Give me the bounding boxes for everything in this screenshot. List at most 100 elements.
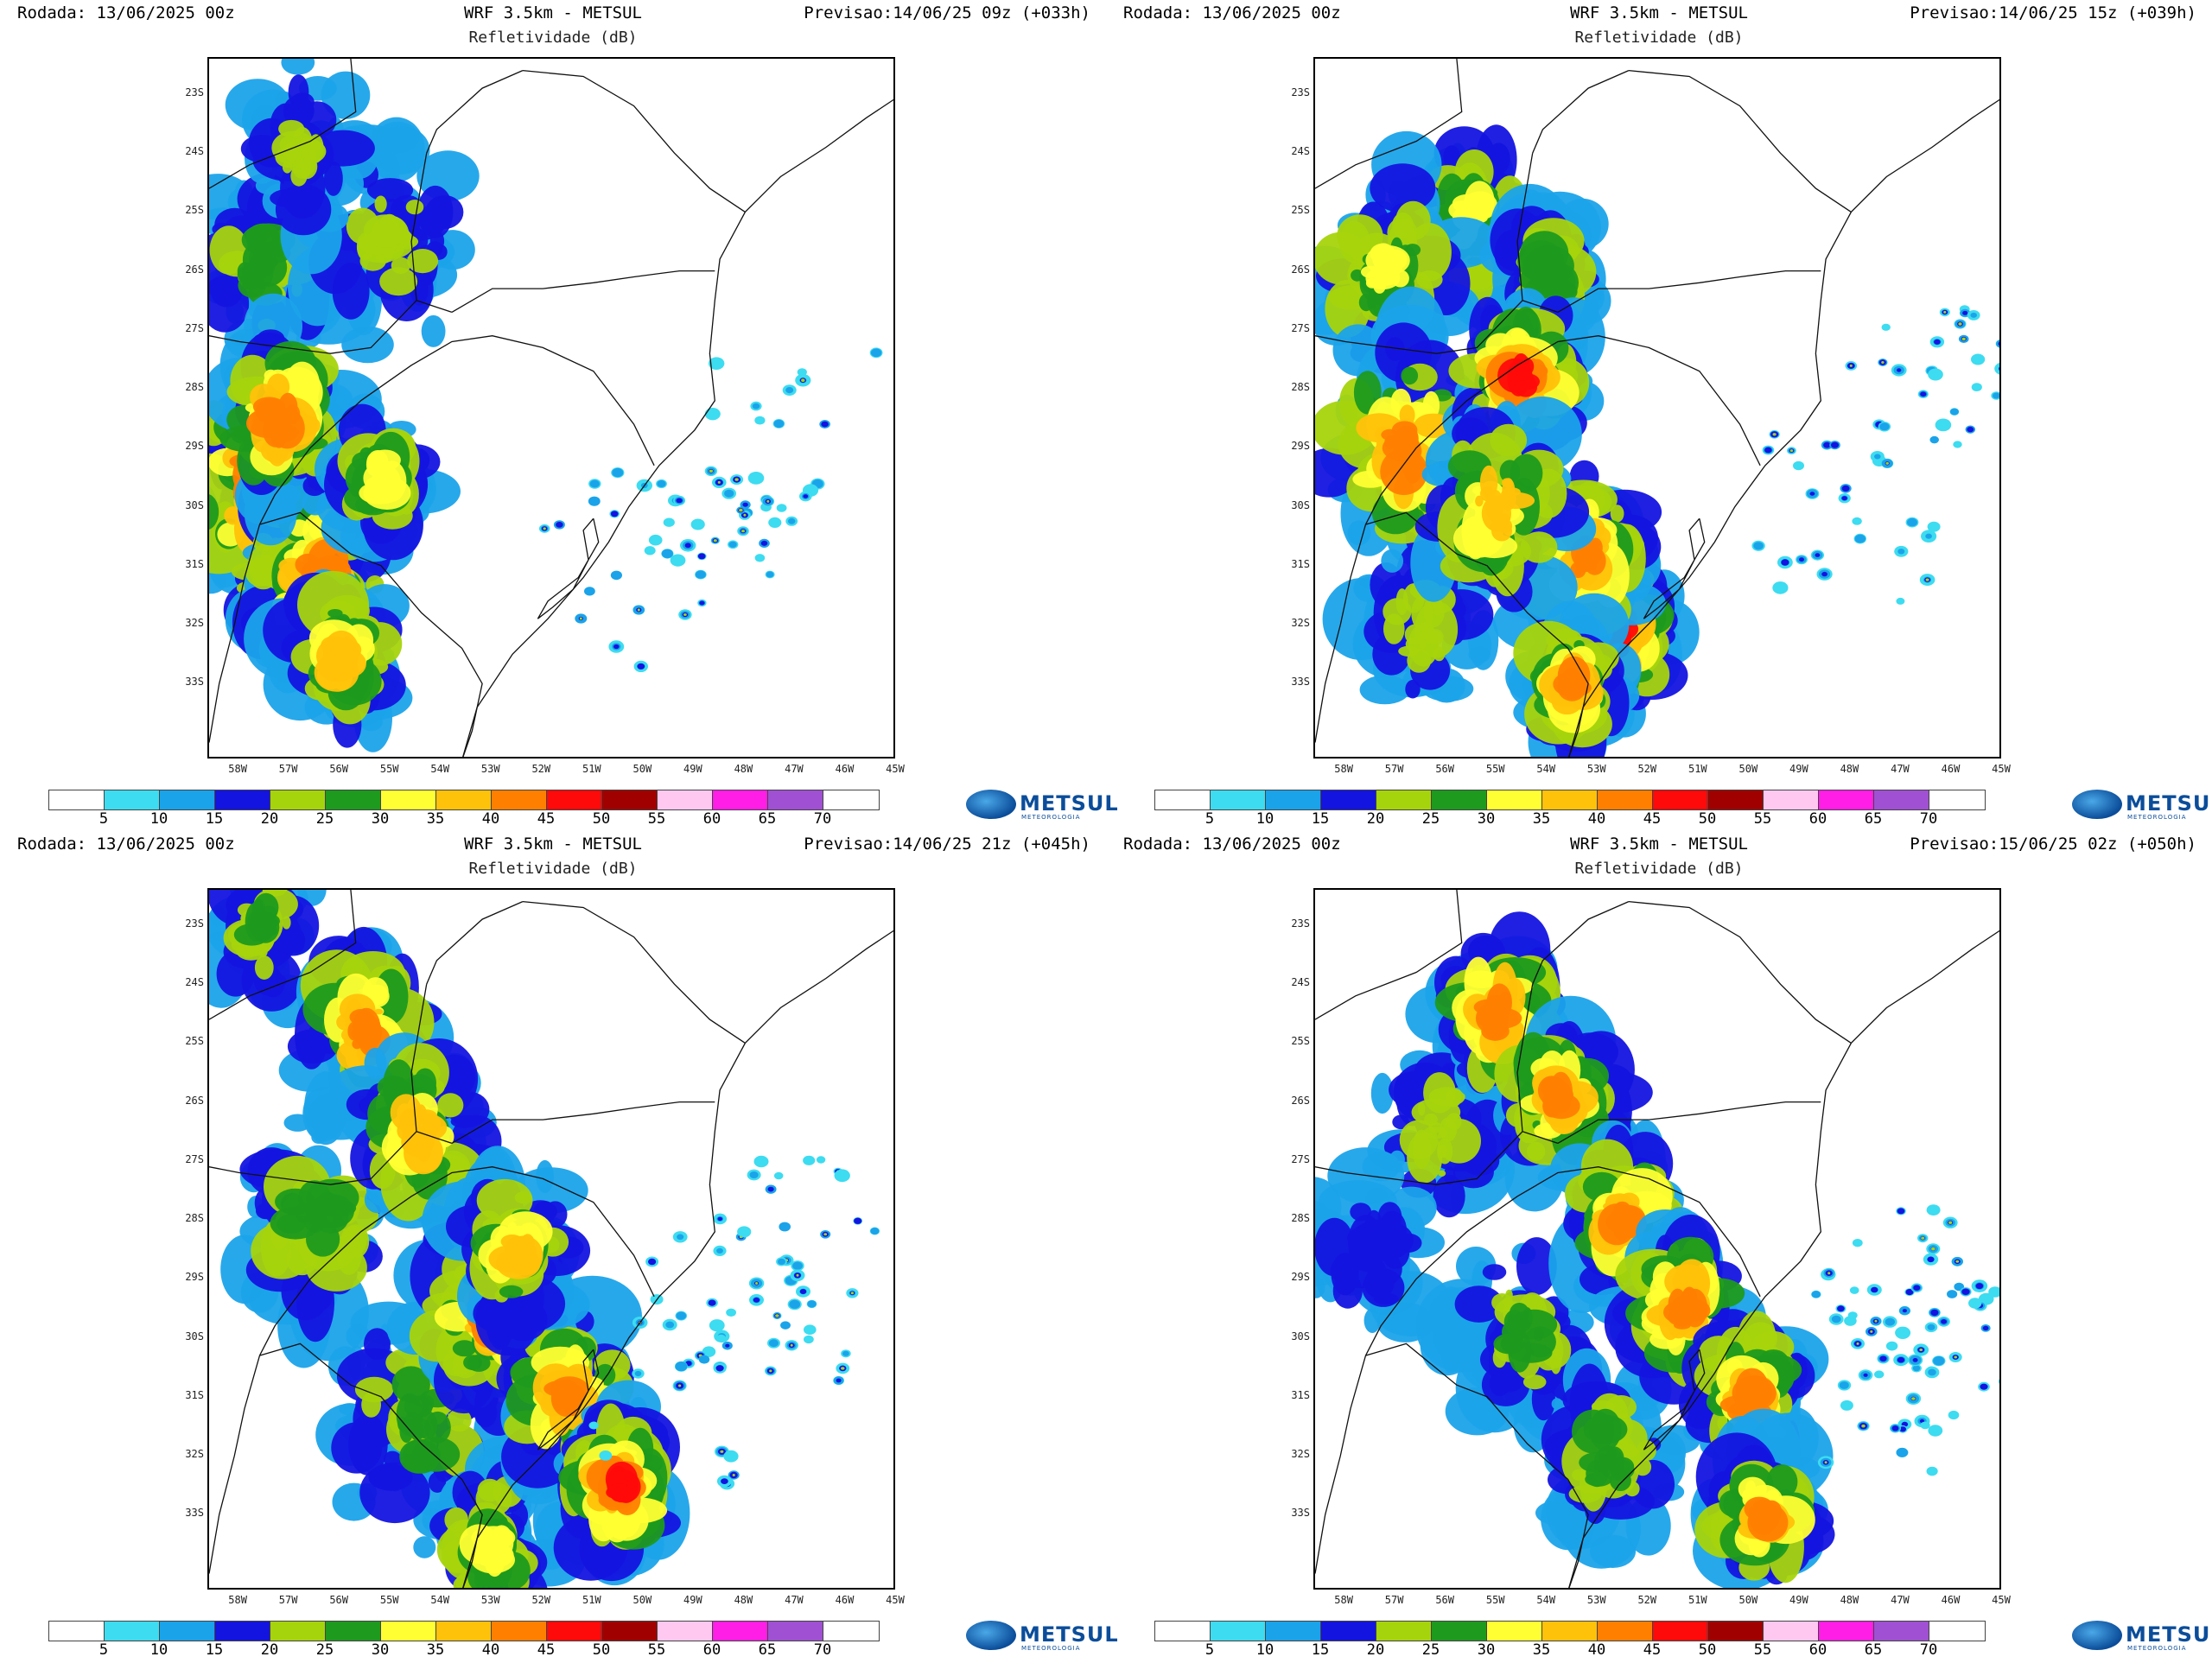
echo-cell bbox=[821, 421, 829, 428]
border-line bbox=[1643, 517, 1706, 619]
lat-tick-label: 25S bbox=[185, 204, 204, 217]
echo-cell bbox=[789, 1299, 801, 1309]
echo-cell bbox=[1383, 613, 1405, 644]
echo-cell bbox=[717, 1216, 723, 1222]
map-area bbox=[1313, 57, 2001, 759]
echo-cell bbox=[870, 1228, 880, 1235]
echo-cell bbox=[1772, 433, 1777, 436]
border-line bbox=[209, 890, 357, 1020]
colorbar-swatch bbox=[1487, 790, 1542, 809]
lon-tick-label: 45W bbox=[1992, 763, 2011, 775]
lat-tick-label: 29S bbox=[185, 1271, 204, 1284]
echo-cell bbox=[637, 608, 640, 612]
echo-cell bbox=[1479, 465, 1498, 499]
echo-cell bbox=[610, 511, 619, 517]
colorbar-label: 20 bbox=[1366, 810, 1385, 828]
echo-cell bbox=[1502, 478, 1516, 503]
echo-cell bbox=[644, 546, 656, 555]
echo-cell bbox=[1402, 433, 1419, 455]
border-line bbox=[1364, 335, 1761, 525]
colorbar-label: 70 bbox=[813, 810, 832, 828]
echo-cell bbox=[1482, 995, 1509, 1041]
echo-cell bbox=[1789, 449, 1794, 453]
echo-cell bbox=[1971, 383, 1982, 391]
echo-cell bbox=[801, 378, 805, 383]
echo-cell bbox=[1401, 454, 1424, 477]
echo-cell bbox=[743, 513, 747, 517]
echo-cell bbox=[1849, 364, 1853, 367]
colorbar-swatch bbox=[49, 1622, 105, 1641]
echo-cell bbox=[690, 518, 705, 530]
lon-tick-label: 50W bbox=[632, 763, 652, 775]
echo-cell bbox=[556, 522, 563, 528]
echo-cell bbox=[1927, 521, 1941, 532]
lon-tick-label: 56W bbox=[1435, 763, 1455, 775]
echo-cell bbox=[695, 570, 706, 579]
echo-cell bbox=[1535, 1500, 1586, 1527]
run-label: Rodada: 13/06/2025 00z bbox=[1123, 3, 1341, 22]
colorbar-label: 70 bbox=[1919, 810, 1938, 828]
lat-tick-label: 27S bbox=[1291, 321, 1310, 334]
echo-cell bbox=[1548, 1071, 1573, 1113]
echo-cell bbox=[308, 134, 324, 163]
echo-cell bbox=[349, 1009, 372, 1025]
lon-tick-label: 53W bbox=[480, 763, 500, 775]
colorbar-swatch bbox=[1266, 790, 1321, 809]
echo-cell bbox=[769, 1369, 772, 1373]
echo-cell bbox=[579, 617, 582, 620]
colorbar-swatch bbox=[326, 1622, 381, 1641]
echo-cell bbox=[1359, 675, 1410, 705]
reflectivity-map bbox=[209, 59, 893, 757]
colorbar-swatch bbox=[713, 1622, 768, 1641]
echo-cell bbox=[375, 121, 420, 154]
echo-cell bbox=[489, 1546, 494, 1553]
echo-cell bbox=[1925, 533, 1932, 539]
echo-cell bbox=[1885, 461, 1889, 465]
echo-cell bbox=[1610, 505, 1624, 523]
echo-cell bbox=[709, 1319, 725, 1332]
echo-cell bbox=[417, 185, 454, 238]
echo-cell bbox=[1799, 557, 1804, 562]
echo-cell bbox=[657, 480, 666, 487]
echo-cell bbox=[1330, 1252, 1387, 1289]
border-line bbox=[259, 511, 483, 757]
colorbar-label: 50 bbox=[592, 810, 611, 828]
colorbar-swatch bbox=[602, 790, 658, 809]
echo-cell bbox=[823, 1233, 828, 1236]
echo-cell bbox=[359, 712, 383, 732]
echo-cell bbox=[1433, 646, 1446, 662]
echo-cell bbox=[1365, 244, 1410, 276]
lon-tick-label: 46W bbox=[1941, 763, 1961, 775]
echo-cell bbox=[1315, 1277, 1325, 1298]
colorbar-label: 30 bbox=[1477, 810, 1496, 828]
echo-cell bbox=[1609, 1469, 1631, 1491]
echo-cell bbox=[341, 326, 394, 364]
echo-cell bbox=[637, 663, 645, 670]
echo-cell bbox=[675, 1362, 688, 1372]
echo-cell bbox=[741, 530, 745, 533]
echo-cell bbox=[1454, 1285, 1503, 1323]
echo-cell bbox=[372, 458, 391, 488]
echo-cell bbox=[1548, 275, 1565, 289]
colorbar-label: 60 bbox=[1808, 810, 1827, 828]
variable-subtitle: Refletividade (dB) bbox=[1574, 29, 1744, 47]
lat-tick-label: 30S bbox=[185, 498, 204, 511]
echo-cell bbox=[1576, 544, 1590, 562]
reflectivity-map bbox=[1315, 890, 1999, 1588]
echo-cell bbox=[1823, 441, 1831, 448]
echo-cell bbox=[739, 508, 743, 512]
echo-cell bbox=[1325, 279, 1370, 338]
colorbar-swatch bbox=[492, 790, 547, 809]
colorbar-label: 45 bbox=[537, 1641, 556, 1659]
reflectivity-field bbox=[1315, 124, 1999, 757]
echo-cell bbox=[1510, 1329, 1522, 1342]
echo-cell bbox=[720, 1450, 724, 1453]
colorbar-label: 20 bbox=[260, 1641, 279, 1659]
colorbar-label: 30 bbox=[371, 810, 390, 828]
colorbar-swatch bbox=[1929, 790, 1985, 809]
echo-cell bbox=[452, 1340, 477, 1357]
echo-cell bbox=[550, 1379, 582, 1418]
echo-cell bbox=[836, 1378, 842, 1383]
lon-tick-label: 48W bbox=[1840, 763, 1859, 775]
